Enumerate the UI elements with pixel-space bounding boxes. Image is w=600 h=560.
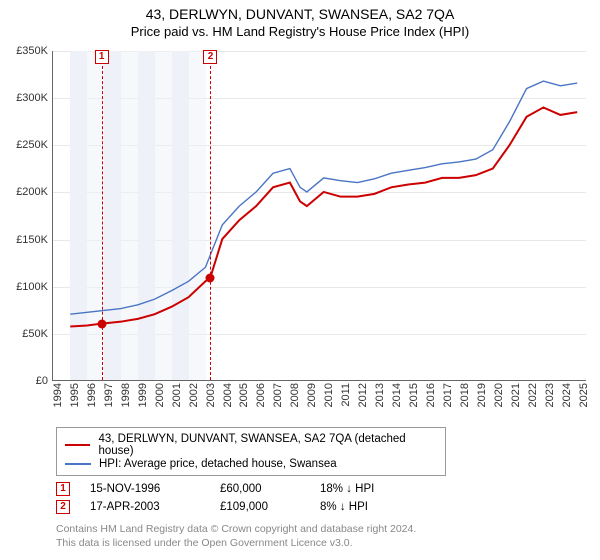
event-marker-icon: 1 [95,50,109,64]
y-tick-label: £0 [36,375,48,387]
x-tick-label: 1994 [52,383,64,407]
series-line [70,107,577,326]
event-date: 17-APR-2003 [90,501,200,513]
event-price: £60,000 [220,483,300,495]
x-tick-label: 1995 [69,383,81,407]
y-tick-label: £50K [22,328,48,340]
y-tick-label: £100K [16,281,48,293]
x-tick-label: 2023 [544,383,556,407]
y-tick-label: £300K [16,92,48,104]
credits: Contains HM Land Registry data © Crown c… [56,522,592,550]
x-tick-label: 2021 [510,383,522,407]
x-tick-label: 1996 [86,383,98,407]
y-tick-label: £200K [16,186,48,198]
page-subtitle: Price paid vs. HM Land Registry's House … [8,24,592,39]
x-tick-label: 2024 [561,383,573,407]
plot-area: 12 [52,51,586,381]
legend-label: HPI: Average price, detached house, Swan… [99,458,337,470]
chart-area: £0£50K£100K£150K£200K£250K£300K£350K 12 … [8,45,592,425]
legend-item: 43, DERLWYN, DUNVANT, SWANSEA, SA2 7QA (… [65,433,437,457]
x-tick-label: 2015 [408,383,420,407]
event-diff: 8% ↓ HPI [320,501,368,513]
x-tick-label: 2003 [205,383,217,407]
event-marker-icon: 1 [56,482,70,496]
x-tick-label: 2017 [442,383,454,407]
legend-swatch [65,463,91,465]
x-tick-label: 2018 [459,383,471,407]
legend-swatch [65,444,90,446]
x-tick-label: 2000 [154,383,166,407]
y-axis: £0£50K£100K£150K£200K£250K£300K£350K [8,51,52,381]
x-tick-label: 2005 [238,383,250,407]
event-price: £109,000 [220,501,300,513]
event-diff: 18% ↓ HPI [320,483,374,495]
x-tick-label: 2014 [391,383,403,407]
x-tick-label: 1999 [137,383,149,407]
x-tick-label: 2010 [323,383,335,407]
series-line [70,81,577,314]
x-tick-label: 2001 [171,383,183,407]
legend: 43, DERLWYN, DUNVANT, SWANSEA, SA2 7QA (… [56,427,446,476]
credits-line: This data is licensed under the Open Gov… [56,536,592,550]
y-tick-label: £350K [16,45,48,57]
y-tick-label: £150K [16,234,48,246]
x-tick-label: 2013 [374,383,386,407]
sale-point-icon [97,320,106,329]
event-row: 2 17-APR-2003 £109,000 8% ↓ HPI [56,500,592,514]
x-tick-label: 2008 [289,383,301,407]
x-axis: 1994 1995 1996 1997 1998 1999 2000 2001 2002 2003… [52,381,586,425]
legend-item: HPI: Average price, detached house, Swan… [65,458,437,470]
x-tick-label: 2006 [255,383,267,407]
x-tick-label: 2011 [340,383,352,407]
credits-line: Contains HM Land Registry data © Crown c… [56,522,592,536]
x-tick-label: 2016 [425,383,437,407]
page-title: 43, DERLWYN, DUNVANT, SWANSEA, SA2 7QA [8,6,592,22]
legend-label: 43, DERLWYN, DUNVANT, SWANSEA, SA2 7QA (… [98,433,437,457]
x-tick-label: 2012 [357,383,369,407]
x-tick-label: 2019 [476,383,488,407]
x-tick-label: 2022 [527,383,539,407]
x-tick-label: 2025 [578,383,590,407]
sale-point-icon [206,274,215,283]
event-date: 15-NOV-1996 [90,483,200,495]
x-tick-label: 2002 [188,383,200,407]
title-block: 43, DERLWYN, DUNVANT, SWANSEA, SA2 7QA P… [8,6,592,39]
x-tick-label: 2007 [272,383,284,407]
x-tick-label: 2009 [306,383,318,407]
x-tick-label: 1998 [120,383,132,407]
event-marker-icon: 2 [56,500,70,514]
event-row: 1 15-NOV-1996 £60,000 18% ↓ HPI [56,482,592,496]
line-layer [53,51,586,380]
event-marker-icon: 2 [203,50,217,64]
y-tick-label: £250K [16,139,48,151]
x-tick-label: 1997 [103,383,115,407]
events-table: 1 15-NOV-1996 £60,000 18% ↓ HPI 2 17-APR… [56,482,592,514]
x-tick-label: 2020 [493,383,505,407]
x-tick-label: 2004 [222,383,234,407]
